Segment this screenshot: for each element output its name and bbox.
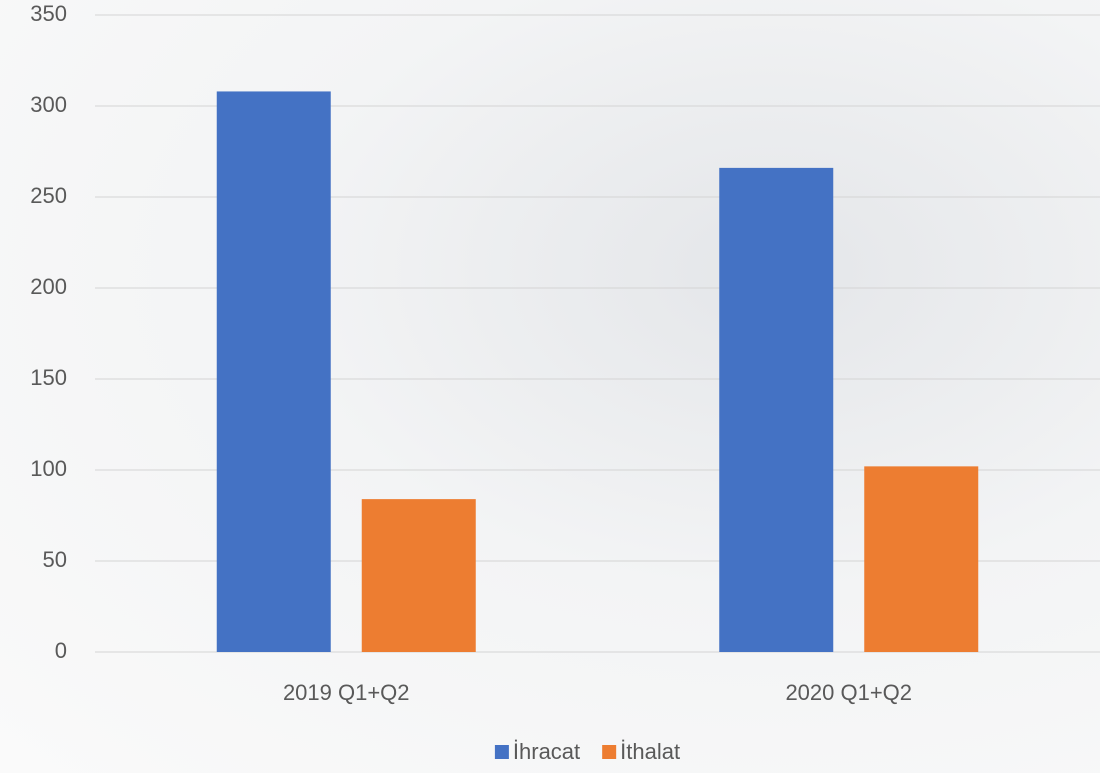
x-tick-label: 2019 Q1+Q2 bbox=[283, 680, 410, 705]
y-tick-label: 150 bbox=[30, 365, 67, 390]
y-tick-label: 0 bbox=[55, 638, 67, 663]
legend-label: İthalat bbox=[620, 739, 680, 764]
y-tick-label: 50 bbox=[43, 547, 67, 572]
bar bbox=[864, 466, 979, 652]
legend-swatch bbox=[494, 745, 509, 759]
y-tick-label: 250 bbox=[30, 183, 67, 208]
bar bbox=[216, 91, 331, 652]
legend-label: İhracat bbox=[513, 739, 580, 764]
y-tick-label: 100 bbox=[30, 456, 67, 481]
x-tick-label: 2020 Q1+Q2 bbox=[785, 680, 912, 705]
y-tick-label: 300 bbox=[30, 92, 67, 117]
y-tick-label: 200 bbox=[30, 274, 67, 299]
bar bbox=[361, 499, 476, 652]
legend-swatch bbox=[602, 745, 617, 759]
y-tick-label: 350 bbox=[30, 1, 67, 26]
bar bbox=[719, 167, 834, 652]
